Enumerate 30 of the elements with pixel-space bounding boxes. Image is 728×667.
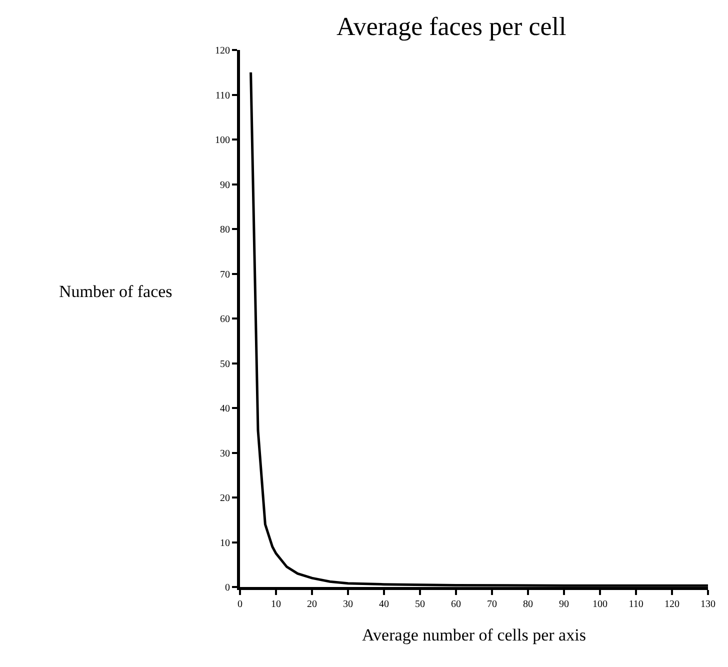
x-tick-label: 30 (343, 599, 353, 610)
x-tick-label: 70 (487, 599, 497, 610)
y-tick-label: 50 (220, 358, 230, 370)
y-tick-label: 100 (215, 135, 230, 146)
x-tick-label: 120 (664, 599, 680, 610)
y-tick-label: 80 (220, 224, 230, 236)
x-tick-label: 90 (559, 599, 569, 610)
y-tick-label: 60 (220, 314, 230, 325)
chart-title: Average faces per cell (336, 12, 566, 41)
y-tick-label: 10 (220, 538, 230, 549)
y-tick-label: 110 (215, 90, 230, 102)
y-tick-label: 0 (225, 582, 230, 594)
y-tick-label: 70 (220, 269, 230, 280)
x-tick-label: 20 (307, 599, 317, 610)
x-tick-label: 80 (523, 599, 533, 610)
x-tick-label: 100 (592, 599, 608, 610)
x-axis-title: Average number of cells per axis (362, 625, 586, 644)
x-tick-label: 40 (379, 599, 389, 610)
y-tick-label: 20 (220, 493, 230, 504)
y-tick-label: 90 (220, 180, 230, 191)
x-tick-label: 10 (271, 599, 281, 610)
x-tick-label: 130 (700, 599, 716, 610)
x-tick-label: 50 (415, 599, 425, 610)
x-tick-label: 0 (238, 599, 242, 610)
y-axis-title: Number of faces (59, 282, 172, 301)
y-tick-label: 30 (220, 448, 230, 460)
x-tick-label: 110 (628, 599, 644, 610)
y-tick-label: 40 (220, 404, 230, 414)
y-tick-label: 120 (215, 46, 230, 56)
x-tick-label: 60 (451, 599, 461, 610)
